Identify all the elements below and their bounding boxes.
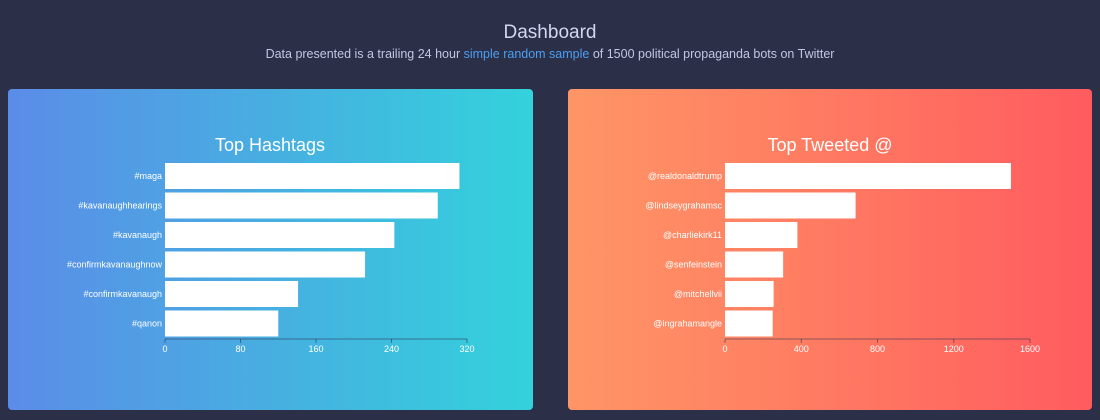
- hashtag-bar[interactable]: [165, 163, 460, 189]
- mention-category-label: @charliekirk11: [663, 230, 722, 240]
- hashtag-category-label: #qanon: [132, 319, 162, 329]
- dashboard-header: Dashboard Data presented is a trailing 2…: [0, 22, 1100, 62]
- top-tweeted-card: Top Tweeted @ @realdonaldtrump @lindseygra…: [568, 89, 1092, 410]
- mention-bar[interactable]: [725, 222, 798, 248]
- page-title: Dashboard: [503, 22, 597, 43]
- x-tick-label: 400: [794, 344, 809, 354]
- page-subtitle: Data presented is a trailing 24 hour sim…: [0, 46, 1100, 62]
- mention-bar[interactable]: [725, 251, 784, 278]
- x-tick-label: 160: [308, 344, 323, 354]
- mention-bar[interactable]: [725, 281, 774, 307]
- hashtag-bar[interactable]: [165, 310, 279, 337]
- hashtag-category-label: #confirmkavanaugh: [83, 289, 162, 299]
- hashtag-bar[interactable]: [165, 222, 395, 248]
- mention-bar[interactable]: [725, 163, 1011, 189]
- hashtag-category-label: #kavanaughhearings: [78, 201, 162, 211]
- mention-category-label: @mitchellvii: [674, 289, 722, 299]
- subtitle-text-after: of 1500 political propaganda bots on Twi…: [589, 47, 835, 61]
- chart-title: Top Hashtags: [215, 135, 325, 155]
- top-hashtags-chart: Top Hashtags #maga #kavanaughhearings #kava…: [67, 135, 475, 354]
- x-tick-label: 1200: [944, 344, 964, 354]
- x-tick-label: 1600: [1020, 344, 1040, 354]
- x-tick-label: 80: [235, 344, 245, 354]
- x-tick-label: 320: [459, 344, 474, 354]
- mention-category-label: @realdonaldtrump: [648, 171, 722, 181]
- mention-category-label: @ingrahamangle: [653, 319, 722, 329]
- hashtag-category-label: #kavanaugh: [113, 230, 162, 240]
- hashtag-category-label: #confirmkavanaughnow: [67, 260, 163, 270]
- simple-random-sample-link[interactable]: simple random sample: [463, 47, 590, 61]
- hashtag-bar[interactable]: [165, 251, 366, 278]
- top-hashtags-card: Top Hashtags #maga #kavanaughhearings #kava…: [8, 89, 533, 410]
- x-tick-label: 0: [162, 344, 167, 354]
- mention-category-label: @lindseygrahamsc: [645, 201, 722, 211]
- mention-bar[interactable]: [725, 310, 773, 337]
- top-tweeted-chart: Top Tweeted @ @realdonaldtrump @lindseygra…: [645, 135, 1040, 354]
- chart-title: Top Tweeted @: [767, 135, 892, 155]
- x-tick-label: 0: [722, 344, 727, 354]
- hashtag-category-label: #maga: [134, 171, 162, 181]
- mention-category-label: @senfeinstein: [665, 260, 722, 270]
- subtitle-text-before: Data presented is a trailing 24 hour: [265, 47, 464, 61]
- mention-bar[interactable]: [725, 192, 856, 219]
- x-tick-label: 800: [870, 344, 885, 354]
- x-tick-label: 240: [384, 344, 399, 354]
- hashtag-bar[interactable]: [165, 281, 299, 307]
- hashtag-bar[interactable]: [165, 192, 438, 219]
